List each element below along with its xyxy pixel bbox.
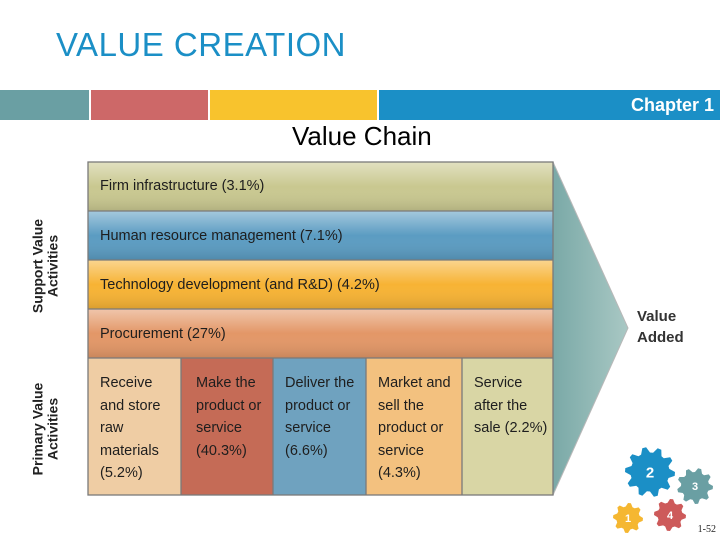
primary-cell-5 xyxy=(462,358,553,495)
primary-cell-text-2: Make the product or service (40.3%) xyxy=(196,358,261,495)
support-row-label-4: Procurement (27%) xyxy=(100,326,226,342)
primary-cell-text-1: Receive and store raw materials (5.2%) xyxy=(100,358,160,495)
header-bar-blue: Chapter 1 xyxy=(379,90,720,120)
diagram-title: Value Chain xyxy=(292,121,432,151)
primary-cell-text-3: Deliver the product or service (6.6%) xyxy=(285,358,354,495)
primary-cell-text-4: Market and sell the product or service (4.3%… xyxy=(378,358,451,495)
header-bar-teal xyxy=(0,90,89,120)
gear-number: 4 xyxy=(667,510,674,522)
header-bar-yellow xyxy=(210,90,377,120)
primary-cell-3 xyxy=(273,358,366,495)
chapter-label: Chapter 1 xyxy=(630,95,714,115)
primary-cell-line: product or xyxy=(285,397,351,414)
support-row-label-1: Firm infrastructure (3.1%) xyxy=(100,178,265,194)
primary-activities-label: Primary Value Activities xyxy=(29,382,61,476)
primary-cell-line: sale (2.2%) xyxy=(474,420,548,436)
primary-cell-line: service xyxy=(196,420,242,436)
primary-cell-line: raw xyxy=(100,420,124,436)
gear-number: 3 xyxy=(692,481,698,493)
primary-cell-line: (6.6%) xyxy=(285,442,328,459)
page-number: 1-52 xyxy=(697,524,716,535)
gear-number: 1 xyxy=(625,513,631,525)
value-chain-diagram: Firm infrastructure (3.1%) Human resourc… xyxy=(0,160,720,505)
primary-cell-line: materials xyxy=(100,442,159,459)
support-row-label-2: Human resource management (7.1%) xyxy=(100,228,343,244)
primary-cell-line: and store xyxy=(100,397,161,414)
primary-cell-text-5: Service after the sale (2.2%) xyxy=(474,358,547,495)
primary-cell-line: product or xyxy=(378,420,444,436)
primary-cell-line: Receive xyxy=(100,375,153,391)
header-bar-red xyxy=(91,90,208,120)
value-chain-graphic xyxy=(87,161,629,496)
gear-icon xyxy=(625,447,675,497)
primary-cell-line: Market and xyxy=(378,375,451,391)
primary-cell-1 xyxy=(88,358,181,495)
gear-icon xyxy=(677,468,713,504)
gear-icon xyxy=(613,503,643,533)
slide-title: VALUE CREATION xyxy=(56,26,346,63)
primary-cell-line: (4.3%) xyxy=(378,465,421,481)
primary-cell-line: (5.2%) xyxy=(100,465,143,481)
support-activities-label: Support Value Activities xyxy=(29,218,61,314)
primary-cell-line: after the xyxy=(474,397,528,414)
primary-cell-line: product or xyxy=(196,397,262,414)
primary-cell-line: Deliver the xyxy=(285,375,355,391)
primary-cell-line: (40.3%) xyxy=(196,442,247,459)
primary-cell-line: Make the xyxy=(196,375,256,391)
primary-cell-2 xyxy=(181,358,273,495)
primary-cell-line: service xyxy=(285,420,331,436)
primary-cell-line: sell the xyxy=(378,397,424,414)
value-added-label: Value Added xyxy=(637,306,685,348)
value-added-word: Value xyxy=(637,308,677,325)
primary-cell-line: service xyxy=(378,442,424,459)
gear-icon xyxy=(654,499,686,531)
gear-number: 2 xyxy=(646,464,654,481)
primary-cell-4 xyxy=(366,358,462,495)
primary-cell-line: Service xyxy=(474,375,523,391)
gears-graphic: 1 2 3 4 xyxy=(613,447,713,533)
support-row-label-3: Technology development (and R&D) (4.2%) xyxy=(100,277,380,293)
value-added-word: Added xyxy=(637,329,684,346)
